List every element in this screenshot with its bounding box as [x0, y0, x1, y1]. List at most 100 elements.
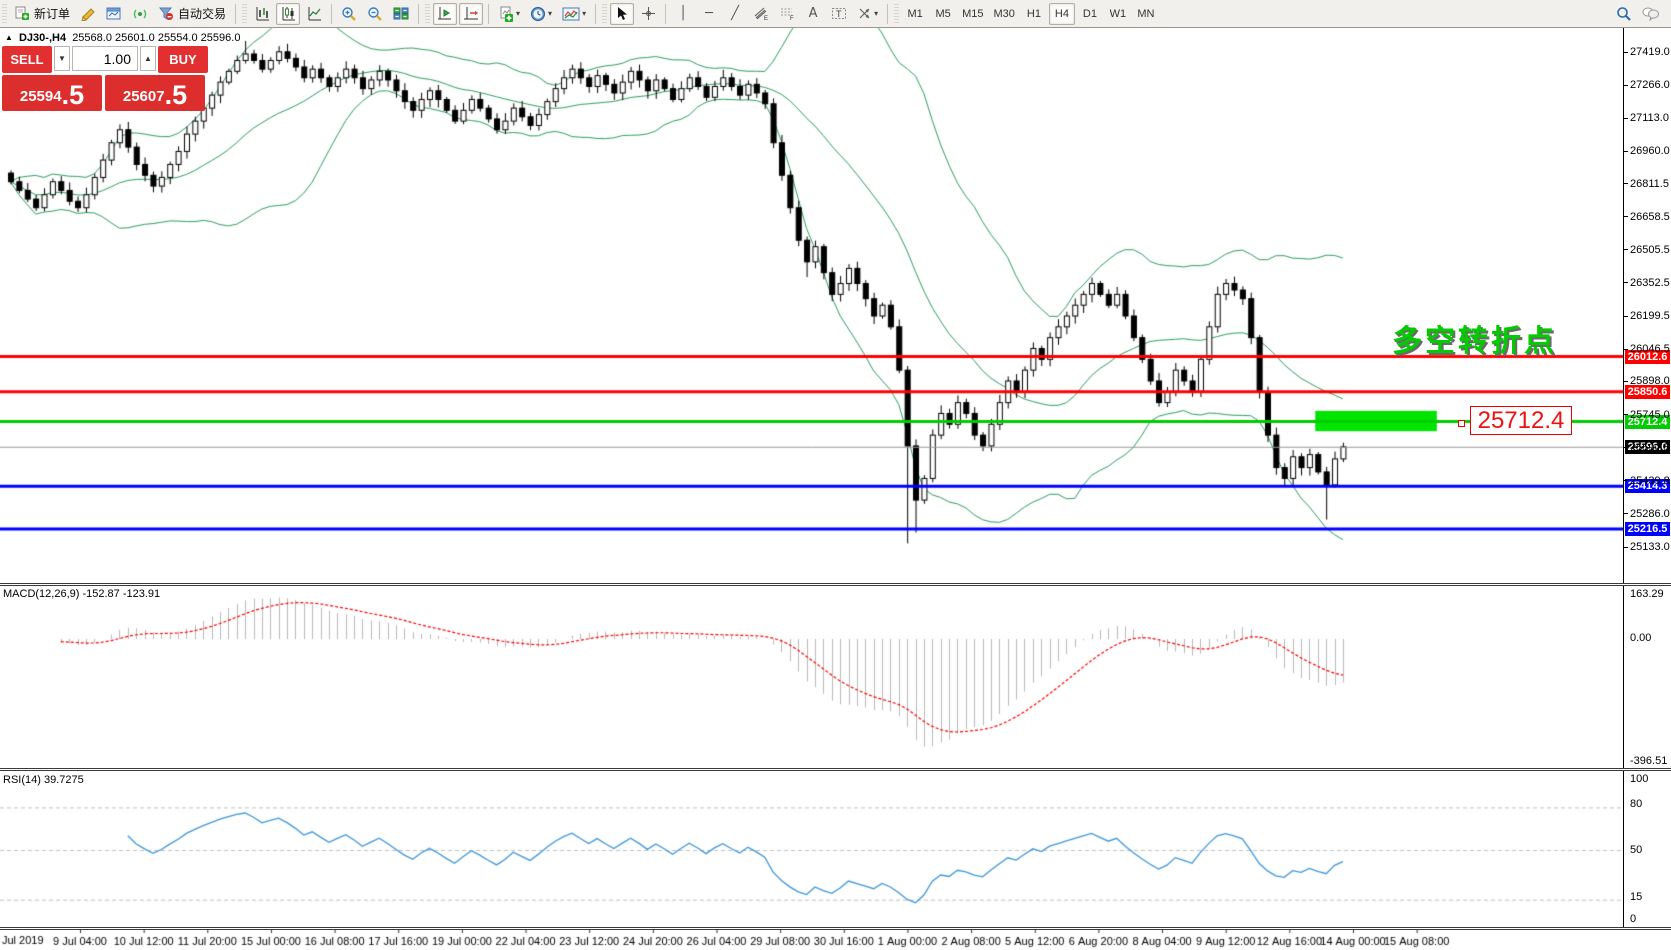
- timeframe-d1[interactable]: D1: [1082, 7, 1097, 20]
- ohlc-low: 25554.0: [157, 32, 198, 44]
- volume-down-button[interactable]: ▼: [54, 46, 70, 71]
- rsi-axis-100: 100: [1630, 773, 1649, 785]
- price-axis-tick: 26811.5: [1624, 178, 1670, 190]
- line-chart-button[interactable]: [302, 3, 326, 25]
- price-axis-tick: 26960.0: [1624, 145, 1670, 157]
- price-axis-tick: 27419.0: [1624, 46, 1670, 58]
- zoom-out-button[interactable]: [363, 3, 387, 25]
- volume-input[interactable]: [72, 46, 138, 71]
- pane-separator[interactable]: [0, 583, 1671, 586]
- turning-point-annotation: 多空转折点: [1392, 325, 1557, 358]
- macd-axis-min: -396.51: [1630, 755, 1668, 767]
- signal-icon: [133, 9, 147, 19]
- toolbar-separator: [887, 3, 889, 24]
- rsi-axis-50: 50: [1630, 844, 1643, 856]
- level-tag-25216: 25216.5: [1625, 521, 1670, 536]
- toolbar-grip: [425, 3, 431, 24]
- toolbar-separator: [331, 3, 333, 24]
- crosshair-button[interactable]: [636, 3, 660, 25]
- price-axis-tick: 26046.5: [1624, 343, 1670, 355]
- new-order-button[interactable]: 新订单: [10, 3, 74, 25]
- candlestick-chart-button[interactable]: [276, 2, 301, 25]
- price-pane-canvas[interactable]: [0, 28, 1623, 583]
- toolbar-separator: [418, 3, 420, 24]
- pane-separator[interactable]: [0, 768, 1671, 771]
- macd-pane-canvas[interactable]: [0, 586, 1623, 768]
- chevron-down-icon: ▾: [874, 9, 879, 18]
- time-axis-canvas: [0, 930, 1671, 950]
- buy-button[interactable]: BUY: [158, 46, 208, 73]
- price-axis-line: [1623, 28, 1624, 930]
- timeframe-mn[interactable]: MN: [1137, 7, 1155, 20]
- text-label-button[interactable]: T: [827, 3, 851, 25]
- trendline-button[interactable]: ╱: [731, 6, 739, 21]
- timeframe-w1[interactable]: W1: [1109, 7, 1127, 20]
- signals-button[interactable]: [128, 3, 152, 25]
- volume-up-button[interactable]: ▲: [140, 46, 156, 71]
- chart-area[interactable]: ▲ DJ30-,H4 25568.0 25601.0 25554.0 25596…: [0, 28, 1671, 950]
- timeframe-h1[interactable]: H1: [1026, 7, 1041, 20]
- chevron-down-icon: ▾: [516, 9, 521, 18]
- toolbar-grip: [602, 3, 608, 24]
- zoom-out-icon: [368, 6, 382, 21]
- timeframe-m30[interactable]: M30: [993, 7, 1015, 20]
- price-axis-tick: 25592.5: [1624, 442, 1670, 454]
- chat-button[interactable]: [1638, 3, 1664, 25]
- chart-shift-button[interactable]: [459, 2, 484, 25]
- rsi-axis-0: 0: [1630, 913, 1637, 925]
- price-axis-tick: 26352.5: [1624, 277, 1670, 289]
- bar-chart-button[interactable]: [250, 3, 274, 25]
- level-tag-25712: 25712.4: [1625, 414, 1670, 429]
- sell-button[interactable]: SELL: [2, 46, 52, 73]
- bar-chart-icon: [256, 7, 269, 21]
- indicators-icon: [562, 7, 580, 20]
- chevron-down-icon: ▾: [548, 9, 553, 18]
- sell-price-fraction: .5: [61, 80, 85, 110]
- horizontal-line-button[interactable]: ─: [705, 6, 713, 21]
- new-chart-dropdown[interactable]: ▾: [494, 3, 524, 25]
- auto-trading-button[interactable]: 自动交易: [154, 3, 230, 25]
- rsi-pane-canvas[interactable]: [0, 771, 1623, 930]
- tile-windows-button[interactable]: [389, 3, 413, 25]
- search-icon: [1617, 6, 1631, 21]
- buy-price[interactable]: 25607.5: [105, 75, 205, 111]
- vertical-line-button[interactable]: │: [679, 6, 687, 21]
- toolbar-separator: [595, 3, 597, 24]
- periods-dropdown[interactable]: ▾: [526, 3, 556, 25]
- text-button[interactable]: A: [808, 6, 818, 21]
- zoom-in-button[interactable]: [337, 3, 361, 25]
- cursor-button[interactable]: [610, 2, 635, 25]
- timeframe-m5[interactable]: M5: [935, 7, 951, 20]
- fibonacci-button[interactable]: F: [775, 3, 799, 25]
- sell-price[interactable]: 25594.5: [2, 75, 102, 111]
- svg-text:F: F: [790, 16, 794, 21]
- price-axis-tick: 25286.0: [1624, 508, 1670, 520]
- toolbar-separator: [235, 3, 237, 24]
- new-chart-icon: [500, 6, 514, 22]
- candlestick-chart-icon: [282, 7, 295, 21]
- cursor-icon: [618, 7, 628, 20]
- price-axis-tick: 27113.0: [1624, 112, 1670, 124]
- arrows-dropdown[interactable]: ▾: [853, 3, 882, 25]
- equidistant-channel-button[interactable]: E: [749, 3, 773, 25]
- template-dropdown[interactable]: ▾: [558, 3, 590, 25]
- timeframe-m15[interactable]: M15: [962, 7, 984, 20]
- search-button[interactable]: [1612, 3, 1636, 25]
- price-axis-tick: 25745.0: [1624, 409, 1670, 421]
- chart-window-button[interactable]: [102, 3, 126, 25]
- timeframe-m1[interactable]: M1: [907, 7, 923, 20]
- auto-scroll-button[interactable]: [433, 2, 458, 25]
- styler-button[interactable]: [76, 3, 100, 25]
- ohlc-high: 25601.0: [115, 32, 155, 44]
- one-click-expander-icon[interactable]: ▲: [5, 33, 13, 42]
- level-tag-25414: 25414.3: [1625, 479, 1670, 494]
- timeframe-h4[interactable]: H4: [1048, 2, 1075, 25]
- rsi-label: RSI(14) 39.7275: [3, 774, 84, 786]
- crayon-icon: [81, 8, 95, 21]
- price-axis-tick: 25133.0: [1624, 541, 1670, 553]
- main-toolbar: 新订单 自动交易 ▾ ▾: [0, 0, 1671, 28]
- macd-axis-max: 163.29: [1630, 588, 1664, 600]
- buy-price-fraction: .5: [164, 80, 188, 110]
- price-box-anchor: [1458, 420, 1465, 427]
- clock-icon: [531, 6, 546, 21]
